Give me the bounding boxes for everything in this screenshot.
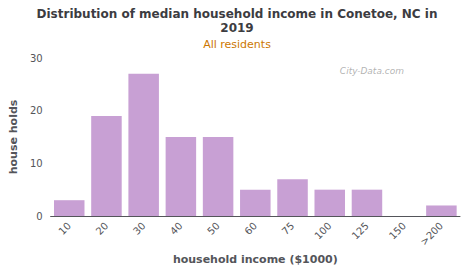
svg-text:Distribution of median househo: Distribution of median household income … [37,7,438,21]
svg-text:10: 10 [30,158,43,169]
svg-text:75: 75 [280,220,297,237]
svg-text:30: 30 [131,220,148,237]
svg-text:20: 20 [30,105,43,116]
svg-text:30: 30 [30,53,43,64]
svg-text:City-Data.com: City-Data.com [340,66,404,76]
svg-text:All residents: All residents [203,38,271,51]
svg-text:125: 125 [350,220,371,241]
svg-text:10: 10 [56,220,73,237]
svg-text:50: 50 [205,220,222,237]
svg-text:household income ($1000): household income ($1000) [173,253,338,266]
svg-text:150: 150 [387,220,408,241]
svg-text:60: 60 [242,220,259,237]
svg-text:>200: >200 [418,220,445,247]
svg-text:0: 0 [36,211,42,222]
svg-text:20: 20 [94,220,111,237]
svg-text:2019: 2019 [220,21,253,35]
svg-text:100: 100 [312,220,333,241]
svg-text:40: 40 [168,220,185,237]
svg-text:house holds: house holds [7,99,20,174]
